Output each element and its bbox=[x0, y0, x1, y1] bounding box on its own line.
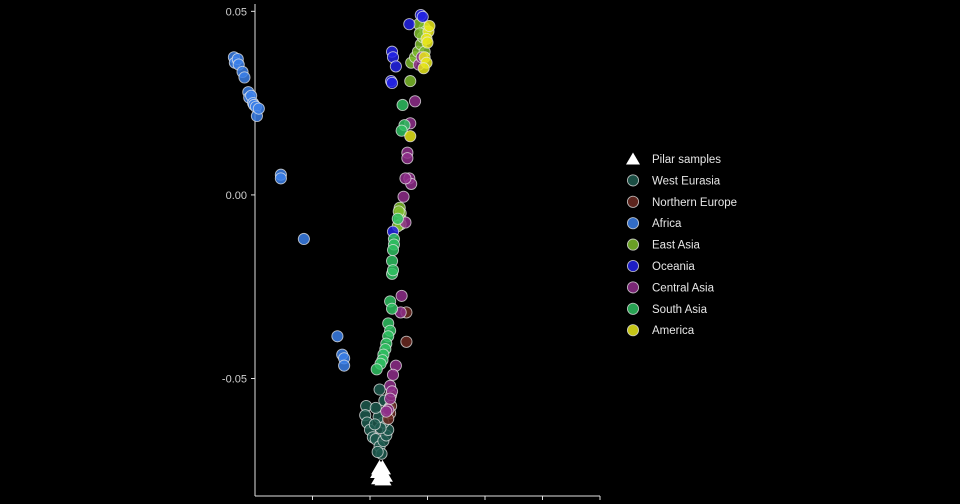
legend-key bbox=[626, 195, 640, 208]
data-point bbox=[386, 264, 400, 277]
legend-key bbox=[626, 324, 640, 337]
legend-label: Pilar samples bbox=[652, 154, 721, 166]
data-point bbox=[400, 335, 413, 348]
data-point bbox=[384, 392, 397, 405]
data-point bbox=[238, 71, 251, 84]
legend-key bbox=[626, 238, 640, 251]
data-point bbox=[386, 368, 400, 381]
series-south-asia bbox=[370, 98, 411, 376]
legend: Pilar samples West Eurasia Northern Europe… bbox=[626, 152, 737, 337]
legend-key bbox=[626, 174, 640, 187]
data-point bbox=[369, 401, 382, 414]
legend-key bbox=[626, 259, 640, 273]
data-point bbox=[252, 102, 265, 115]
y-tick-label: -0.05 bbox=[222, 374, 247, 386]
legend-label: Central Asia bbox=[652, 282, 715, 294]
data-point bbox=[368, 418, 381, 431]
legend-label: Oceania bbox=[652, 261, 695, 273]
legend-label: Africa bbox=[652, 218, 682, 230]
y-tick-label: 0.05 bbox=[226, 6, 247, 18]
data-point bbox=[370, 363, 383, 376]
data-point bbox=[386, 243, 400, 257]
data-point bbox=[331, 330, 344, 343]
data-point bbox=[380, 405, 393, 418]
data-point bbox=[408, 95, 422, 108]
legend-key bbox=[626, 302, 640, 315]
legend-label: Northern Europe bbox=[652, 197, 737, 209]
data-point bbox=[404, 75, 417, 88]
data-point bbox=[417, 62, 430, 75]
data-point bbox=[274, 172, 287, 185]
series-pilar-samples bbox=[370, 459, 393, 486]
data-point bbox=[399, 172, 412, 185]
data-point bbox=[391, 212, 404, 225]
legend-label: America bbox=[652, 325, 695, 337]
data-point bbox=[395, 289, 408, 302]
data-point bbox=[373, 383, 386, 396]
series-oceania bbox=[385, 8, 429, 238]
data-point bbox=[421, 36, 434, 49]
data-point bbox=[423, 19, 436, 33]
data-point bbox=[385, 76, 399, 89]
data-point bbox=[395, 124, 408, 137]
data-point bbox=[338, 359, 351, 372]
legend-key bbox=[626, 281, 640, 294]
series-africa bbox=[227, 51, 351, 372]
data-point bbox=[404, 130, 417, 143]
data-point bbox=[385, 302, 399, 315]
legend-label: South Asia bbox=[652, 304, 708, 316]
data-point bbox=[397, 190, 410, 203]
data-points bbox=[227, 8, 436, 486]
data-point bbox=[371, 445, 384, 458]
data-point bbox=[416, 10, 429, 23]
legend-key bbox=[626, 217, 640, 230]
series-america bbox=[404, 19, 436, 143]
data-point bbox=[403, 18, 416, 31]
data-point bbox=[297, 232, 310, 246]
data-point bbox=[389, 60, 402, 73]
data-point bbox=[396, 98, 409, 112]
axes: 0.05 0.00 -0.05 bbox=[222, 4, 601, 500]
y-tick-label: 0.00 bbox=[226, 190, 247, 202]
data-point-triangle bbox=[374, 470, 392, 486]
legend-key-triangle bbox=[626, 152, 640, 165]
legend-label: East Asia bbox=[652, 240, 701, 252]
legend-label: West Eurasia bbox=[652, 175, 721, 187]
data-point bbox=[401, 152, 414, 165]
